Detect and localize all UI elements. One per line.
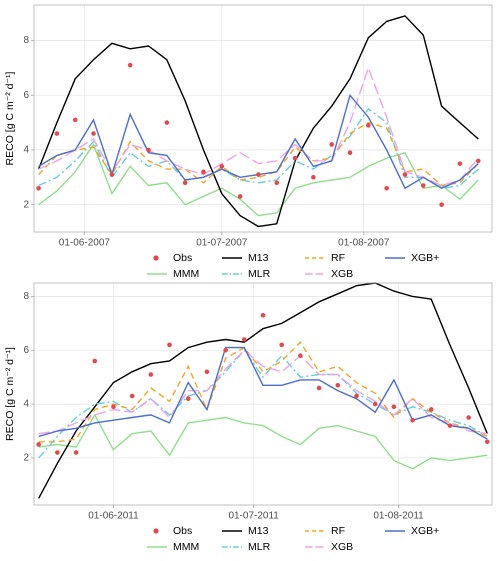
obs-point <box>485 439 490 445</box>
x-tick-label: 01-06-2007 <box>59 238 111 249</box>
plot-border <box>33 4 493 233</box>
y-tick-label: 6 <box>23 345 29 356</box>
x-tick-label: 01-08-2007 <box>338 238 390 249</box>
y-axis-title: RECO [g C m⁻² d⁻¹] <box>4 347 16 441</box>
obs-point <box>402 172 408 177</box>
obs-point <box>466 415 471 420</box>
obs-point <box>201 169 206 175</box>
obs-point <box>298 353 303 358</box>
obs-point <box>475 158 481 164</box>
series-line <box>38 107 479 189</box>
series-line <box>38 349 488 435</box>
obs-point <box>329 142 335 147</box>
series-line <box>37 15 479 228</box>
y-axis-title: RECO [g C m⁻² d⁻¹] <box>4 71 16 165</box>
y-tick-label: 2 <box>23 453 29 464</box>
y-tick-label: 2 <box>23 199 29 210</box>
obs-point <box>109 172 115 177</box>
legend-label: MLR <box>248 541 271 553</box>
y-tick-label: 6 <box>23 90 29 101</box>
legend-label: MMM <box>173 268 199 280</box>
legend-label: Obs <box>173 525 192 537</box>
legend-symbol <box>153 528 159 534</box>
legend-label: MLR <box>248 268 271 280</box>
series-line <box>38 142 479 217</box>
obs-point <box>185 396 191 402</box>
obs-point <box>219 164 225 169</box>
legend-label: M13 <box>248 252 269 264</box>
obs-point <box>55 450 60 455</box>
obs-point <box>167 342 172 348</box>
obs-point <box>292 155 298 161</box>
x-tick-label: 01-07-2011 <box>228 511 279 522</box>
series-line <box>38 65 479 187</box>
obs-point <box>372 401 378 407</box>
obs-point <box>279 342 284 348</box>
obs-point <box>111 404 116 410</box>
series-line <box>38 341 488 443</box>
series-line <box>38 282 488 499</box>
obs-point <box>182 180 188 186</box>
y-tick-label: 4 <box>23 399 29 410</box>
legend-label: MMM <box>173 541 199 553</box>
y-tick-label: 4 <box>23 145 29 156</box>
legend-label: Obs <box>173 252 192 264</box>
obs-point <box>457 161 463 166</box>
obs-point <box>146 147 151 153</box>
legend-symbol <box>153 255 159 261</box>
obs-point <box>410 417 415 423</box>
legend-label: XGB <box>331 268 353 280</box>
obs-point <box>36 442 41 447</box>
obs-point <box>54 131 60 136</box>
series-line <box>38 413 488 470</box>
obs-point <box>316 385 322 391</box>
plot-background <box>34 283 492 505</box>
obs-point <box>242 337 247 342</box>
obs-point <box>421 183 426 188</box>
plot-background <box>34 5 492 232</box>
obs-point <box>260 312 266 318</box>
obs-point <box>439 202 444 207</box>
obs-point <box>274 180 280 186</box>
x-tick-label: 01-07-2007 <box>196 238 248 249</box>
obs-point <box>204 369 210 375</box>
obs-point <box>127 62 133 68</box>
x-tick-label: 01-06-2011 <box>88 511 139 522</box>
obs-point <box>91 131 96 136</box>
obs-point <box>347 150 353 155</box>
obs-point <box>366 123 371 128</box>
obs-point <box>311 175 316 180</box>
obs-point <box>391 404 397 410</box>
obs-point <box>129 393 135 399</box>
obs-point <box>223 347 228 353</box>
legend-label: RF <box>331 252 345 264</box>
y-tick-label: 8 <box>23 35 29 46</box>
obs-point <box>447 423 453 428</box>
plot-border <box>33 282 493 506</box>
legend-label: XGB+ <box>411 252 439 264</box>
legend-label: M13 <box>248 525 269 537</box>
obs-point <box>164 120 170 125</box>
y-tick-label: 8 <box>23 291 29 302</box>
obs-point <box>237 194 243 199</box>
obs-point <box>73 450 79 455</box>
obs-point <box>384 185 389 191</box>
obs-point <box>72 117 78 123</box>
legend-label: XGB+ <box>411 525 439 537</box>
obs-point <box>335 382 341 388</box>
obs-point <box>256 172 261 177</box>
obs-point <box>148 372 154 377</box>
legend-label: XGB <box>331 541 353 553</box>
obs-point <box>428 407 434 412</box>
series-line <box>38 349 488 459</box>
legend-label: RF <box>331 525 345 537</box>
x-tick-label: 01-08-2011 <box>373 511 424 522</box>
obs-point <box>354 393 359 399</box>
obs-point <box>92 358 98 364</box>
obs-point <box>36 185 41 191</box>
